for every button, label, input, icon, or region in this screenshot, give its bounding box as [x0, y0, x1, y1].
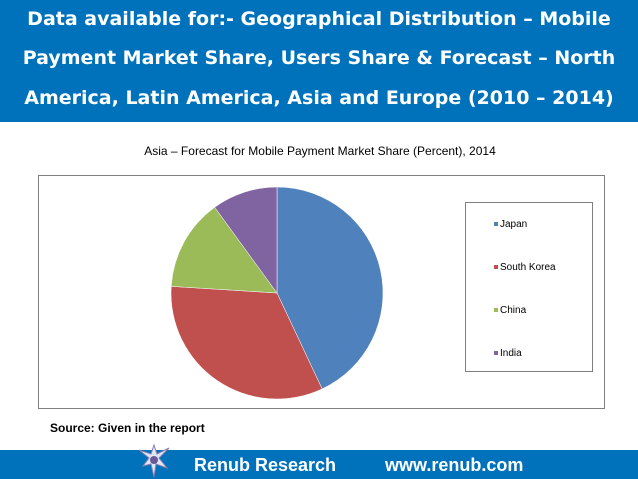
header-line-3: America, Latin America, Asia and Europe … — [24, 87, 614, 109]
header-line-1: Data available for:- Geographical Distri… — [27, 8, 611, 30]
pie-slice-south-korea — [170, 286, 323, 400]
chart-legend: Japan South Korea China India — [465, 202, 593, 372]
legend-item-japan: Japan — [494, 219, 527, 230]
legend-swatch-japan — [494, 222, 498, 227]
header-line-2: Payment Market Share, Users Share & Fore… — [22, 47, 616, 69]
footer-brand: Renub Research — [194, 455, 337, 475]
legend-swatch-south-korea — [494, 265, 498, 270]
legend-item-india: India — [494, 348, 522, 359]
header-banner: Data available for:- Geographical Distri… — [0, 0, 638, 122]
legend-swatch-china — [494, 308, 498, 313]
legend-item-china: China — [494, 305, 526, 316]
legend-label-south-korea: South Korea — [500, 262, 556, 273]
legend-swatch-india — [494, 351, 498, 356]
legend-label-india: India — [500, 348, 522, 359]
chart-title: Asia – Forecast for Mobile Payment Marke… — [144, 144, 496, 158]
legend-label-china: China — [500, 305, 527, 316]
footer-url[interactable]: www.renub.com — [385, 455, 524, 475]
footer-bar — [0, 450, 638, 479]
pie-slice-india — [214, 186, 278, 294]
pie-slice-japan — [276, 186, 384, 390]
renub-logo-icon — [138, 444, 170, 478]
source-note: Source: Given in the report — [50, 421, 205, 435]
legend-item-south-korea: South Korea — [494, 262, 556, 273]
legend-label-japan: Japan — [500, 219, 528, 230]
pie-slice-china — [170, 206, 278, 294]
